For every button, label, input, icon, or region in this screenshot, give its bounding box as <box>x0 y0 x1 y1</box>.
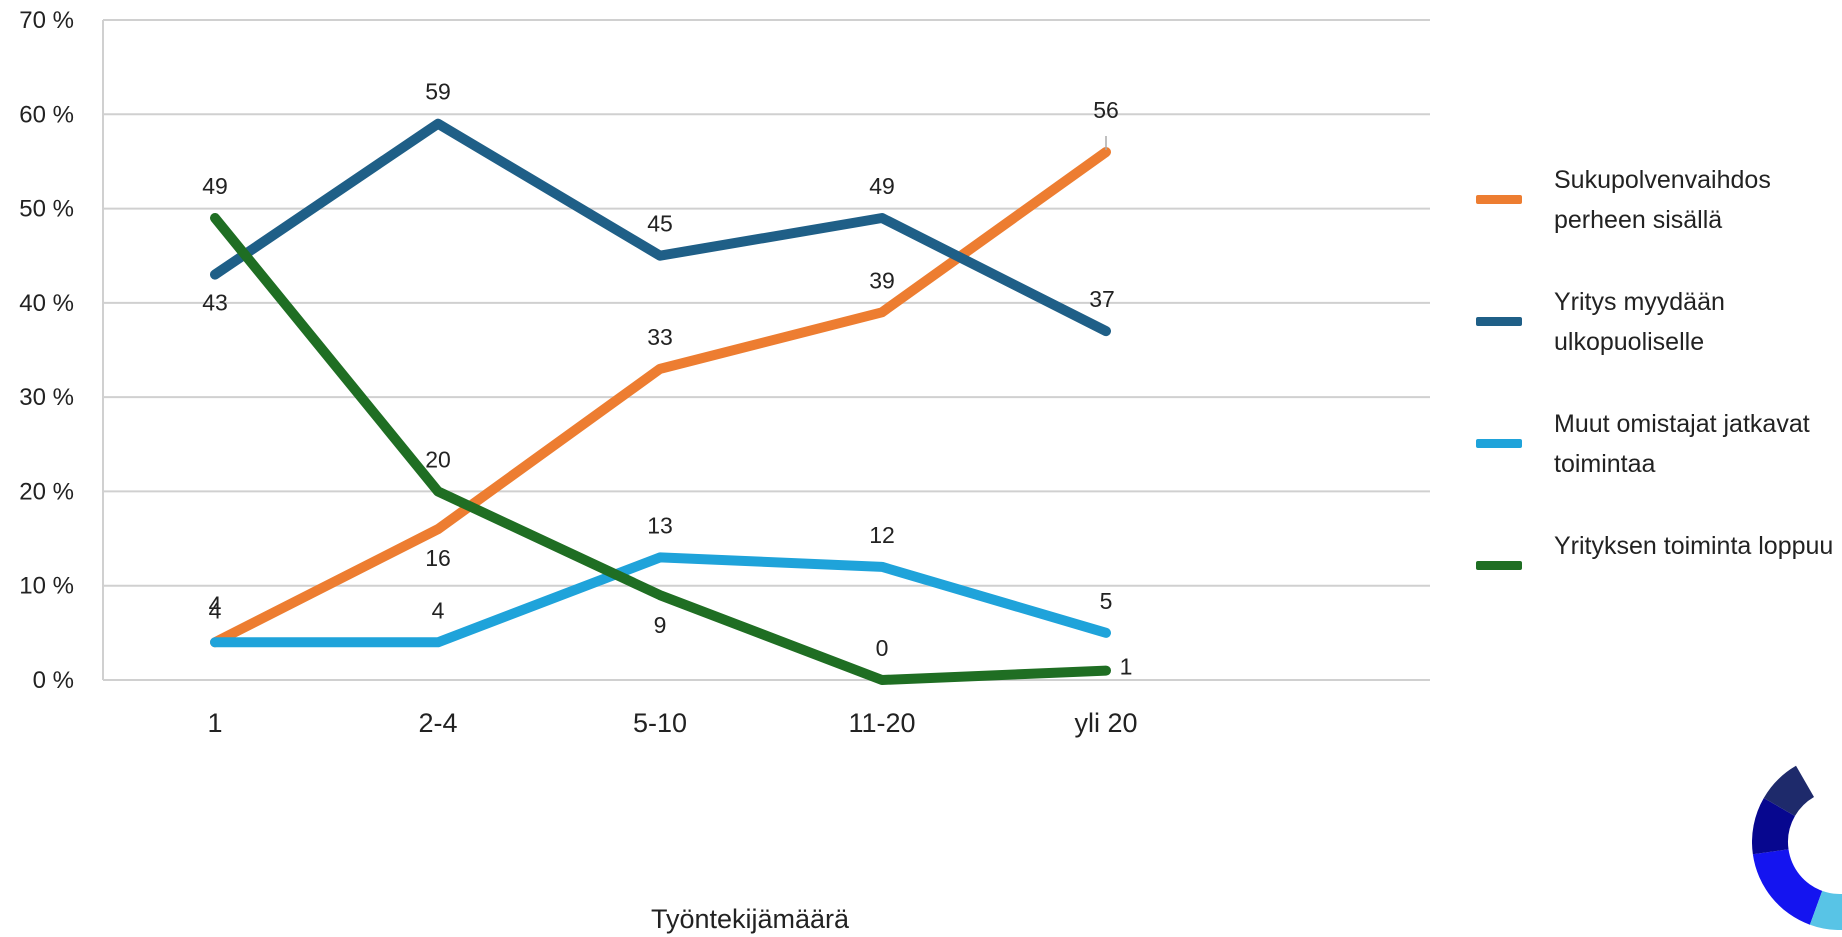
legend-item: Sukupolvenvaihdos perheen sisällä <box>1476 160 1836 282</box>
legend-item: Yrityksen toiminta loppuu <box>1476 526 1836 648</box>
data-label: 39 <box>869 267 895 293</box>
legend-swatch <box>1476 317 1522 326</box>
data-label: 1 <box>1120 654 1133 680</box>
legend-swatch <box>1476 561 1522 570</box>
data-label: 12 <box>869 522 895 548</box>
legend-label: Yrityksen toiminta loppuu <box>1554 532 1834 560</box>
series-line <box>210 118 1111 337</box>
legend-item: Muut omistajat jatkavat toimintaa <box>1476 404 1836 526</box>
legend-item: Yritys myydään ulkopuoliselle <box>1476 282 1836 404</box>
x-tick-label: 5-10 <box>633 708 687 738</box>
data-label: 16 <box>425 545 451 571</box>
y-tick-label: 30 % <box>19 384 74 411</box>
x-tick-label: 1 <box>207 708 222 738</box>
x-tick-label: 2-4 <box>418 708 457 738</box>
logo-segment <box>1752 798 1795 855</box>
series-lines <box>210 118 1111 685</box>
data-label: 49 <box>202 173 228 199</box>
y-axis-ticks: 0 % 10 % 20 % 30 % 40 % 50 % 60 % 70 % <box>19 7 74 694</box>
data-label: 43 <box>202 290 228 316</box>
y-tick-label: 0 % <box>33 667 74 694</box>
data-label: 59 <box>425 79 451 105</box>
y-tick-label: 70 % <box>19 7 74 34</box>
x-tick-label: yli 20 <box>1074 708 1137 738</box>
data-label: 45 <box>647 211 673 237</box>
y-tick-label: 10 % <box>19 573 74 600</box>
legend: Sukupolvenvaihdos perheen sisällä Yritys… <box>1476 160 1836 648</box>
data-label: 5 <box>1100 588 1113 614</box>
data-label: 56 <box>1093 97 1119 123</box>
x-tick-label: 11-20 <box>848 708 915 738</box>
legend-swatch <box>1476 439 1522 448</box>
line-chart: 0 % 10 % 20 % 30 % 40 % 50 % 60 % 70 % 1 2-4 5-10… <box>19 7 1430 934</box>
logo-segment <box>1809 890 1842 930</box>
data-label: 0 <box>876 635 889 661</box>
logo-segment <box>1752 849 1823 925</box>
data-label: 9 <box>654 612 667 638</box>
x-axis-title: Työntekijämäärä <box>651 904 850 934</box>
legend-label: Yritys myydään ulkopuoliselle <box>1554 288 1725 356</box>
legend-label: Sukupolvenvaihdos perheen sisällä <box>1554 166 1771 234</box>
data-label: 49 <box>869 173 895 199</box>
series-line <box>210 552 1111 648</box>
y-tick-label: 60 % <box>19 101 74 128</box>
data-label: 37 <box>1089 286 1115 312</box>
y-tick-label: 20 % <box>19 478 74 505</box>
logo-segment <box>1763 765 1814 816</box>
data-label: 20 <box>425 446 451 472</box>
series-line <box>210 213 1111 685</box>
data-label: 13 <box>647 512 673 538</box>
data-label: 4 <box>209 597 222 623</box>
legend-swatch <box>1476 195 1522 204</box>
y-tick-label: 50 % <box>19 196 74 223</box>
data-label: 4 <box>432 597 445 623</box>
x-axis-ticks: 1 2-4 5-10 11-20 yli 20 <box>207 708 1137 738</box>
data-label: 33 <box>647 324 673 350</box>
gridlines <box>102 19 1430 681</box>
data-label: 4 <box>209 591 222 617</box>
legend-label: Muut omistajat jatkavat toimintaa <box>1554 410 1810 478</box>
ring-logo-icon <box>1752 765 1842 930</box>
y-tick-label: 40 % <box>19 290 74 317</box>
